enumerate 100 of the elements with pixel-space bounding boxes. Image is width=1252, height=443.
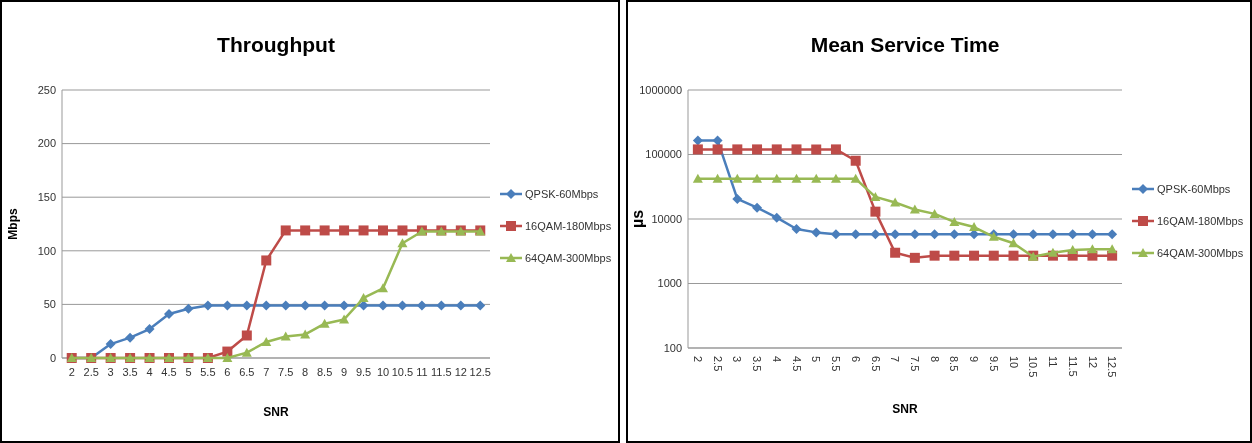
- x-tick-label: 11: [1047, 356, 1060, 368]
- x-tick-label: 7.5: [278, 366, 294, 378]
- legend-label: 64QAM-300Mbps: [525, 251, 612, 264]
- x-tick-label: 6.5: [239, 366, 255, 378]
- point: [1028, 229, 1039, 240]
- legend-label: QPSK-60Mbps: [525, 187, 599, 200]
- point: [339, 225, 350, 236]
- point: [850, 155, 861, 166]
- point: [358, 225, 369, 236]
- x-tick-label: 5.5: [830, 356, 843, 372]
- point: [222, 353, 233, 362]
- point: [890, 197, 901, 207]
- point: [830, 144, 841, 155]
- point: [261, 300, 272, 311]
- x-tick-label: 12: [454, 366, 467, 378]
- point: [811, 173, 822, 183]
- y-tick-label: 150: [37, 191, 56, 204]
- y-tick-label: 0: [49, 351, 56, 364]
- point: [752, 202, 763, 213]
- point: [929, 250, 940, 261]
- x-tick-label: 6.5: [869, 356, 882, 372]
- x-tick-label: 8.5: [948, 356, 961, 372]
- point: [416, 300, 427, 311]
- x-axis-title: SNR: [892, 402, 918, 416]
- point: [397, 238, 408, 248]
- point: [830, 229, 841, 240]
- point: [850, 173, 861, 183]
- point: [988, 250, 999, 261]
- point: [890, 229, 901, 240]
- x-tick-label: 11.5: [431, 366, 452, 378]
- point: [183, 303, 194, 314]
- x-tick-label: 10.5: [391, 366, 414, 378]
- x-tick-label: 6: [849, 356, 862, 363]
- point: [1008, 238, 1019, 248]
- point: [830, 173, 841, 183]
- y-tick-label: 250: [37, 83, 56, 96]
- point: [949, 216, 960, 226]
- point: [929, 229, 940, 240]
- y-axis-title: µs: [629, 209, 646, 229]
- point: [732, 193, 743, 204]
- point: [436, 300, 447, 311]
- point: [870, 206, 881, 217]
- x-tick-label: 4: [146, 366, 153, 378]
- point: [339, 300, 350, 311]
- point: [241, 330, 252, 341]
- point: [378, 300, 388, 311]
- point: [261, 255, 272, 266]
- x-tick-label: 9.5: [987, 356, 1000, 372]
- point: [319, 300, 330, 311]
- y-tick-label: 50: [43, 298, 56, 311]
- point: [771, 212, 782, 223]
- point: [692, 144, 703, 155]
- y-tick-label: 1000: [657, 277, 682, 290]
- legend-label: 16QAM-180Mbps: [525, 219, 612, 232]
- point: [300, 225, 311, 236]
- x-tick-label: 12.5: [469, 366, 491, 378]
- point: [397, 300, 408, 311]
- point: [752, 144, 763, 155]
- chart-title: Mean Service Time: [810, 33, 1000, 56]
- x-tick-label: 6: [224, 366, 231, 378]
- point: [870, 229, 881, 240]
- x-tick-label: 11.5: [1066, 356, 1079, 377]
- x-tick-label: 7: [889, 356, 902, 363]
- legend-label: 16QAM-180Mbps: [1157, 214, 1244, 227]
- point: [105, 339, 116, 350]
- point: [870, 191, 881, 201]
- point: [455, 300, 466, 311]
- point: [771, 173, 782, 183]
- point: [1087, 244, 1098, 254]
- point: [475, 300, 486, 311]
- point: [811, 144, 822, 155]
- point: [771, 144, 782, 155]
- x-tick-label: 5: [810, 356, 823, 363]
- point: [1008, 250, 1019, 261]
- x-tick-label: 2.5: [711, 356, 724, 372]
- x-tick-label: 9.5: [355, 366, 372, 378]
- point: [397, 225, 408, 236]
- point: [1008, 229, 1019, 240]
- chart-title: Throughput: [217, 33, 335, 56]
- x-tick-label: 8: [928, 356, 941, 363]
- x-tick-label: 3: [107, 366, 114, 378]
- x-tick-label: 5.5: [200, 366, 216, 378]
- point: [850, 229, 861, 240]
- legend-label: 64QAM-300Mbps: [1157, 246, 1244, 259]
- point: [949, 250, 960, 261]
- x-tick-label: 5: [185, 366, 192, 378]
- point: [378, 225, 388, 236]
- x-tick-label: 10: [1007, 356, 1020, 369]
- point: [909, 229, 920, 240]
- point: [752, 173, 763, 183]
- x-tick-label: 9: [968, 356, 981, 363]
- point: [909, 204, 920, 214]
- point: [300, 329, 311, 339]
- point: [1047, 247, 1058, 257]
- point: [144, 324, 155, 335]
- x-tick-label: 9: [341, 366, 348, 378]
- x-tick-label: 2: [68, 366, 75, 378]
- point: [378, 283, 388, 293]
- y-axis-title: Mbps: [6, 208, 20, 240]
- x-tick-label: 7: [263, 366, 270, 378]
